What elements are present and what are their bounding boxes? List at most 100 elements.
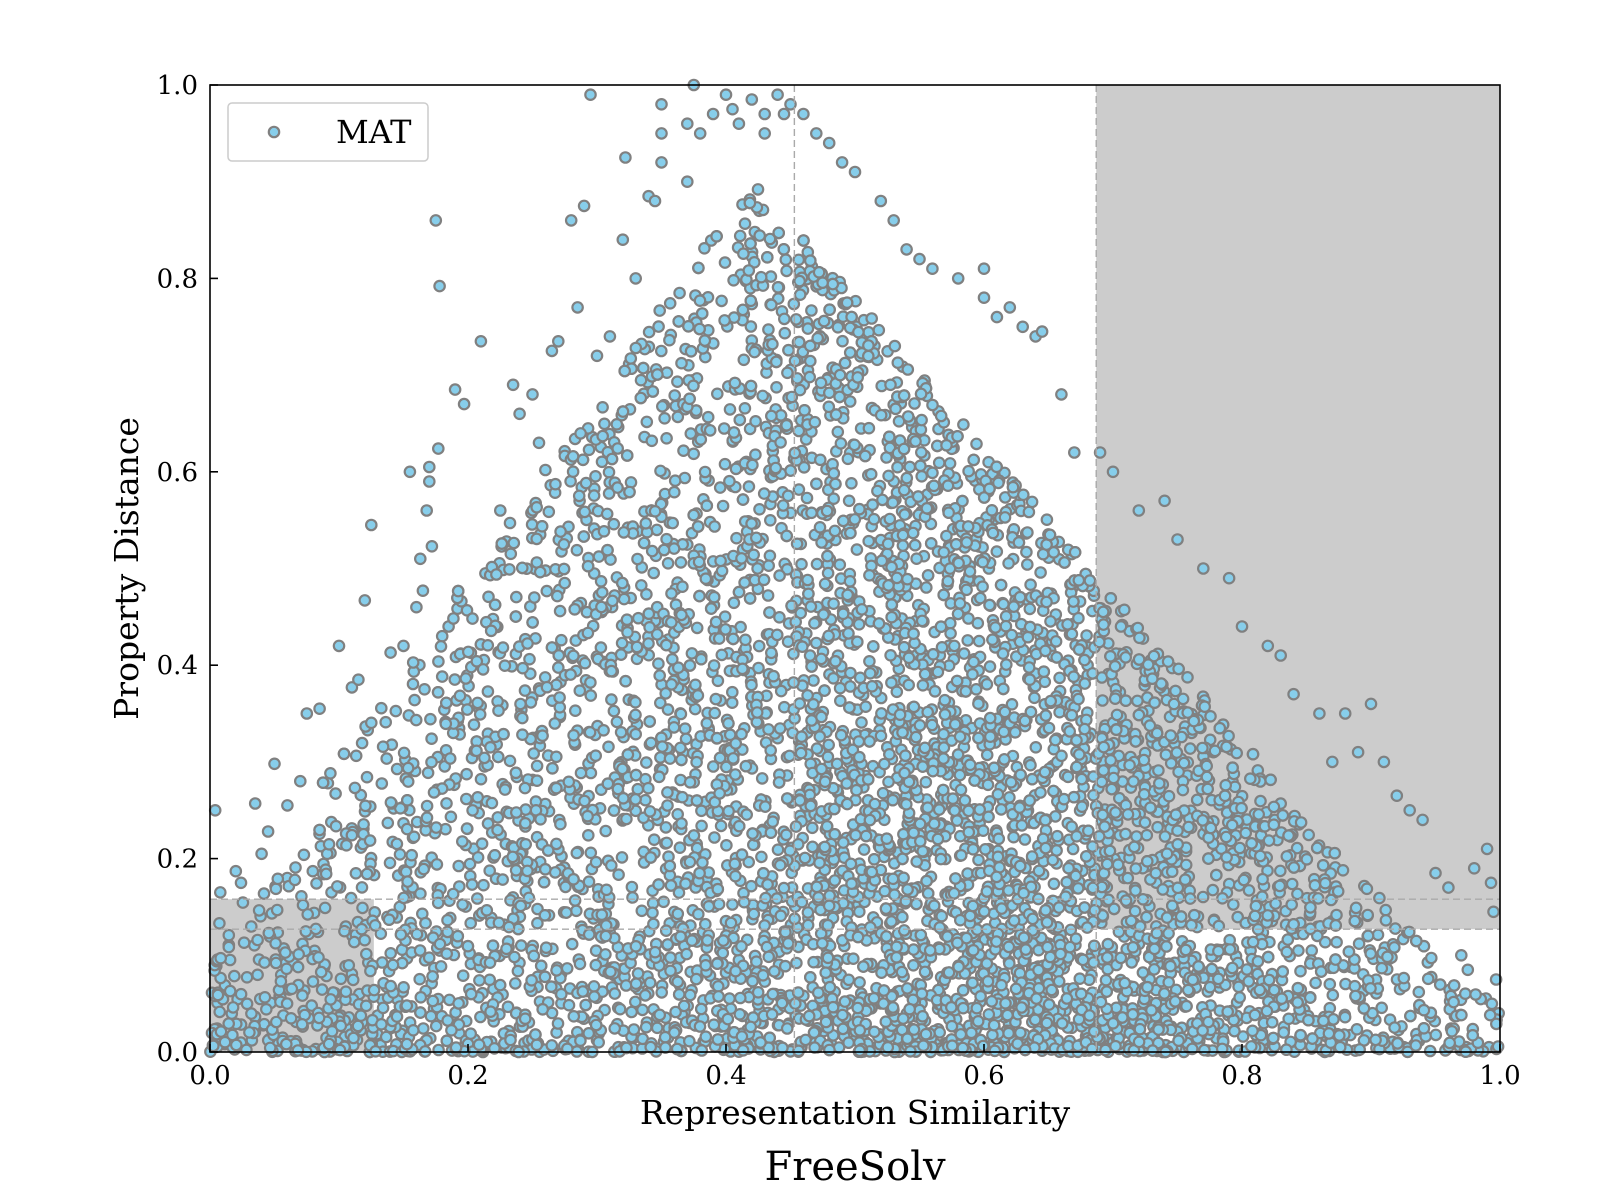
scatter-point xyxy=(525,518,539,531)
scatter-point xyxy=(985,503,999,517)
scatter-point xyxy=(1002,556,1015,570)
scatter-point xyxy=(1445,1025,1459,1038)
scatter-point xyxy=(567,728,580,742)
scatter-point xyxy=(590,349,604,363)
scatter-point xyxy=(908,397,921,410)
scatter-point xyxy=(1330,935,1343,949)
scatter-point xyxy=(848,165,862,179)
scatter-point xyxy=(755,772,769,785)
scatter-point xyxy=(643,805,657,818)
scatter-point xyxy=(564,214,578,227)
scatter-point xyxy=(1003,301,1017,314)
scatter-point xyxy=(701,934,714,947)
scatter-point xyxy=(605,693,618,706)
scatter-point xyxy=(797,107,810,121)
scatter-point xyxy=(972,697,985,710)
scatter-point xyxy=(1129,862,1143,875)
scatter-point xyxy=(1390,789,1404,802)
scatter-point xyxy=(774,909,788,923)
scatter-point xyxy=(1118,603,1131,617)
scatter-point xyxy=(1233,991,1246,1004)
scatter-point xyxy=(915,413,928,427)
scatter-point xyxy=(1018,833,1032,846)
scatter-point xyxy=(745,678,758,692)
scatter-point xyxy=(1093,446,1107,459)
scatter-point xyxy=(933,1026,946,1039)
scatter-point xyxy=(619,151,632,164)
scatter-point xyxy=(513,407,526,421)
scatter-point xyxy=(1024,578,1037,591)
scatter-point xyxy=(726,102,739,116)
scatter-point xyxy=(1181,670,1194,684)
scatter-point xyxy=(432,1043,445,1057)
scatter-point xyxy=(932,456,946,470)
scatter-point xyxy=(574,766,588,780)
scatter-point xyxy=(789,313,803,326)
scatter-point xyxy=(425,539,439,553)
scatter-point xyxy=(429,214,443,227)
scatter-point xyxy=(1425,951,1438,965)
scatter-point xyxy=(503,516,517,530)
scatter-point xyxy=(821,750,835,764)
scatter-point xyxy=(1047,877,1061,891)
scatter-point xyxy=(851,371,864,384)
scatter-point xyxy=(599,824,612,838)
scatter-point xyxy=(1248,1008,1262,1022)
scatter-point xyxy=(883,512,897,526)
scatter-point xyxy=(655,127,668,140)
scatter-point xyxy=(511,964,525,978)
scatter-point xyxy=(630,640,644,654)
scatter-point xyxy=(431,442,445,455)
scatter-point xyxy=(229,864,243,878)
scatter-point xyxy=(355,881,369,894)
scatter-point xyxy=(855,716,868,729)
scatter-point xyxy=(740,808,753,821)
scatter-point xyxy=(813,520,827,534)
scatter-point xyxy=(545,344,559,358)
scatter-point xyxy=(1360,882,1374,896)
scatter-point xyxy=(664,951,677,964)
scatter-point xyxy=(1261,639,1275,653)
scatter-point xyxy=(875,707,888,720)
scatter-point xyxy=(801,906,815,919)
scatter-point xyxy=(554,633,568,647)
scatter-point xyxy=(634,579,648,592)
scatter-point xyxy=(897,483,911,497)
scatter-point xyxy=(410,600,423,614)
scatter-point xyxy=(1161,655,1175,668)
scatter-point xyxy=(457,397,471,411)
scatter-point xyxy=(805,821,819,835)
scatter-point xyxy=(281,799,294,812)
scatter-point xyxy=(522,891,536,905)
scatter-point xyxy=(477,878,490,892)
scatter-point xyxy=(634,373,648,387)
scatter-point xyxy=(884,648,897,662)
scatter-point xyxy=(958,794,972,807)
scatter-point xyxy=(857,843,871,856)
scatter-point xyxy=(616,233,630,246)
scatter-point xyxy=(573,957,587,971)
scatter-point xyxy=(668,389,681,402)
scatter-point xyxy=(1052,901,1066,914)
scatter-point xyxy=(909,435,922,448)
scatter-point xyxy=(1112,925,1126,939)
scatter-point xyxy=(828,524,842,538)
scatter-point xyxy=(660,836,673,850)
scatter-point xyxy=(578,656,592,670)
scatter-point xyxy=(753,502,766,516)
scatter-point xyxy=(752,661,765,675)
scatter-point xyxy=(738,217,752,230)
scatter-point xyxy=(539,941,553,954)
scatter-point xyxy=(907,958,920,972)
scatter-point xyxy=(416,584,430,597)
scatter-point xyxy=(862,421,876,435)
scatter-point xyxy=(673,841,687,854)
scatter-point xyxy=(653,304,666,317)
scatter-point xyxy=(744,320,758,333)
scatter-point xyxy=(683,855,697,869)
scatter-point xyxy=(1171,533,1184,546)
scatter-point xyxy=(901,363,915,376)
scatter-point xyxy=(1153,776,1166,790)
scatter-point xyxy=(448,383,462,396)
scatter-point xyxy=(758,107,771,121)
